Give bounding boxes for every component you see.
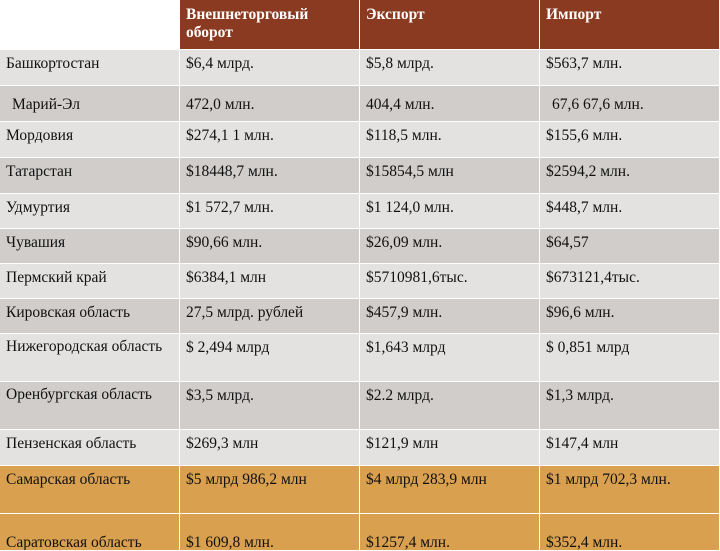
row-region: Кировская область — [0, 299, 180, 334]
row-export: $1 124,0 млн. — [360, 194, 540, 229]
row-turnover: $6384,1 млн — [180, 264, 360, 299]
row-region: Саратовская область — [0, 514, 180, 551]
row-export: $5,8 млрд. — [360, 50, 540, 86]
row-import: $2594,2 млн. — [540, 158, 720, 194]
row-export: $1257,4 млн. — [360, 514, 540, 551]
row-export: $118,5 млн. — [360, 122, 540, 158]
row-import: 67,6 67,6 млн. — [540, 86, 720, 122]
row-region: Самарская область — [0, 466, 180, 514]
row-import: $155,6 млн. — [540, 122, 720, 158]
header-turnover: Внешнеторговый оборот — [180, 0, 360, 50]
row-region: Удмуртия — [0, 194, 180, 229]
row-turnover: $3,5 млрд. — [180, 382, 360, 430]
row-region: Оренбургская область — [0, 382, 180, 430]
row-export: $121,9 млн — [360, 430, 540, 466]
row-region: Марий-Эл — [0, 86, 180, 122]
row-turnover: $ 2,494 млрд — [180, 334, 360, 382]
row-import: $1,3 млрд. — [540, 382, 720, 430]
row-import: $673121,4тыс. — [540, 264, 720, 299]
row-export: $5710981,6тыс. — [360, 264, 540, 299]
row-region: Мордовия — [0, 122, 180, 158]
row-region: Пензенская область — [0, 430, 180, 466]
row-import: $96,6 млн. — [540, 299, 720, 334]
row-turnover: $1 609,8 млн. — [180, 514, 360, 551]
row-import: $1 млрд 702,3 млн. — [540, 466, 720, 514]
row-import: $352,4 млн. — [540, 514, 720, 551]
row-export: $15854,5 млн — [360, 158, 540, 194]
row-import: $147,4 млн — [540, 430, 720, 466]
row-export: $26,09 млн. — [360, 229, 540, 264]
row-import: $563,7 млн. — [540, 50, 720, 86]
row-region: Чувашия — [0, 229, 180, 264]
header-blank-cell — [0, 0, 180, 50]
row-region: Нижегородская область — [0, 334, 180, 382]
row-import: $448,7 млн. — [540, 194, 720, 229]
row-turnover: $6,4 млрд. — [180, 50, 360, 86]
row-turnover: $1 572,7 млн. — [180, 194, 360, 229]
row-turnover: $269,3 млн — [180, 430, 360, 466]
row-region: Татарстан — [0, 158, 180, 194]
row-import: $ 0,851 млрд — [540, 334, 720, 382]
row-turnover: $274,1 1 млн. — [180, 122, 360, 158]
header-import: Импорт — [540, 0, 720, 50]
row-turnover: $90,66 млн. — [180, 229, 360, 264]
row-region: Башкортостан — [0, 50, 180, 86]
row-export: $1,643 млрд — [360, 334, 540, 382]
row-export: 404,4 млн. — [360, 86, 540, 122]
header-export: Экспорт — [360, 0, 540, 50]
row-export: $4 млрд 283,9 млн — [360, 466, 540, 514]
row-turnover: 472,0 млн. — [180, 86, 360, 122]
row-import: $64,57 — [540, 229, 720, 264]
row-turnover: $5 млрд 986,2 млн — [180, 466, 360, 514]
row-export: $2.2 млрд. — [360, 382, 540, 430]
row-turnover: 27,5 млрд. рублей — [180, 299, 360, 334]
row-export: $457,9 млн. — [360, 299, 540, 334]
row-turnover: $18448,7 млн. — [180, 158, 360, 194]
row-region: Пермский край — [0, 264, 180, 299]
